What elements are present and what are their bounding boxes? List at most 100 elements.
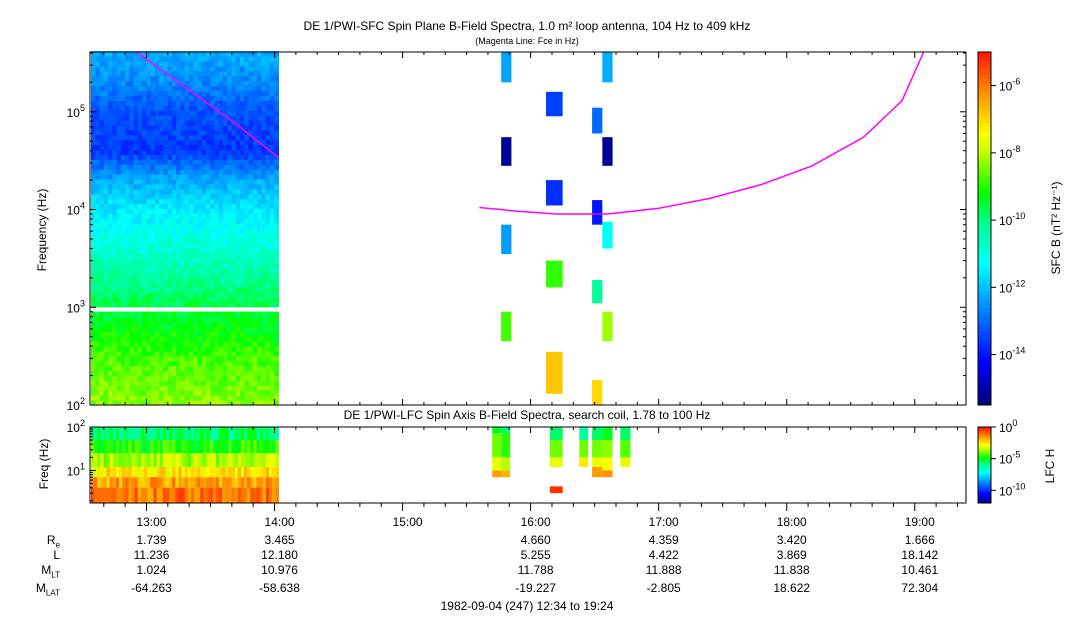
spectrogram-cell: [210, 233, 216, 239]
lfc-cell: [269, 467, 273, 478]
spectrogram-cell: [261, 301, 267, 308]
spectrogram-cell: [206, 242, 211, 249]
spectrogram-cell: [142, 380, 147, 386]
spectrogram-cell: [146, 193, 152, 200]
spectrogram-cell: [167, 80, 173, 87]
spectrogram-cell: [240, 61, 245, 67]
spectrogram-cell: [103, 110, 109, 116]
spectrogram-cell: [154, 326, 160, 332]
spectrogram-cell: [227, 321, 233, 327]
spectrogram-cell: [112, 341, 118, 347]
spectrogram-cell: [142, 252, 147, 259]
spectrogram-cell: [154, 95, 160, 101]
spectrogram-cell: [244, 144, 250, 151]
spectrogram-cell: [257, 380, 262, 386]
spectrogram-cell: [167, 208, 173, 214]
spectrogram-cell: [171, 287, 177, 293]
spectrogram-cell: [218, 233, 224, 239]
spectrogram-cell: [223, 61, 228, 67]
spectrogram-cell: [99, 75, 105, 82]
lfc-cell: [175, 453, 179, 467]
spectrogram-cell: [188, 370, 194, 377]
spectrogram-cell: [210, 115, 216, 121]
spectrogram-cell: [99, 159, 105, 165]
spectrogram-cell: [235, 385, 241, 391]
spectrogram-cell: [235, 237, 241, 244]
spectrogram-cell: [214, 355, 220, 362]
lfc-cell: [187, 487, 192, 503]
spectrogram-cell: [99, 218, 105, 224]
spectrogram-cell: [103, 390, 109, 396]
spectrogram-cell: [95, 183, 101, 190]
lfc-cell: [128, 440, 133, 454]
spectrogram-cell: [176, 174, 182, 180]
spectrogram-cell: [133, 321, 139, 327]
spectrogram-cell: [261, 380, 267, 386]
spectrogram-cell: [240, 56, 245, 62]
spectrogram-cell: [184, 223, 190, 229]
lfc-cell: [162, 453, 167, 467]
spectrogram-cell: [248, 228, 254, 234]
spectrogram-cell: [265, 282, 271, 288]
spectrogram-cell: [231, 331, 237, 337]
spectrogram-cell: [180, 179, 186, 185]
spectrogram-cell: [227, 346, 233, 352]
spectrogram-cell: [269, 95, 275, 101]
spectrogram-cell: [163, 395, 169, 401]
spectrogram-cell: [159, 159, 164, 165]
spectrogram-cell: [112, 174, 118, 180]
spectrogram-cell: [137, 105, 143, 111]
lfc-cell: [103, 467, 108, 478]
spectrogram-cell: [210, 218, 216, 224]
lfc-cell: [219, 477, 223, 488]
spectrogram-cell: [218, 75, 224, 82]
spectrogram-cell: [261, 75, 267, 82]
spectrogram-cell: [227, 134, 233, 141]
lfc-cell: [237, 467, 242, 478]
spectrogram-cell: [146, 316, 152, 322]
lfc-cell: [150, 440, 154, 454]
spectrogram-cell: [91, 110, 96, 116]
spectrogram-cell: [248, 174, 254, 180]
spectrogram-cell: [197, 296, 203, 303]
spectrogram-cell: [214, 257, 220, 264]
spectrogram-cell: [261, 247, 267, 254]
colorbar-cell: [978, 457, 991, 459]
lfc-cell: [234, 477, 239, 488]
lfc-cell: [103, 487, 108, 503]
spectrogram-cell: [180, 336, 186, 342]
spectrogram-cell: [210, 311, 216, 318]
spectrogram-cell: [244, 198, 250, 205]
spectrogram-cell: [274, 242, 279, 249]
spectrogram-cell: [214, 272, 220, 278]
spectrogram-cell: [142, 331, 147, 337]
spectrogram-cell: [188, 267, 194, 273]
spectrogram-cell: [112, 134, 118, 141]
spectrogram-cell: [171, 193, 177, 200]
spectrogram-cell: [214, 233, 220, 239]
spectrogram-cell: [95, 203, 101, 209]
spectrogram-cell: [95, 272, 101, 278]
spectrogram-cell: [167, 134, 173, 141]
lfc-cell: [234, 427, 239, 441]
spectrogram-cell: [171, 174, 177, 180]
spectrogram-cell: [206, 375, 211, 381]
spectrogram-cell: [142, 336, 147, 342]
spectrogram-cell: [197, 233, 203, 239]
spectrogram-cell: [150, 95, 156, 101]
spectrogram-cell: [252, 247, 258, 254]
colorbar-cell: [978, 486, 991, 489]
spectrogram-cell: [240, 385, 245, 391]
spectrogram-cell: [240, 267, 245, 273]
spectrogram-cell: [240, 85, 245, 92]
spectrogram-cell: [197, 115, 203, 121]
spectrogram-cell: [274, 85, 279, 92]
ephemeris-value-l: 11.236: [133, 548, 170, 562]
spectrogram-cell: [120, 282, 126, 288]
spectrogram-cell: [125, 188, 130, 195]
spectrogram-cell: [235, 164, 241, 170]
spectrogram-cell: [218, 282, 224, 288]
spectrogram-cell: [265, 169, 271, 175]
spectrogram-cell: [210, 110, 216, 116]
spectrogram-cell: [231, 228, 237, 234]
